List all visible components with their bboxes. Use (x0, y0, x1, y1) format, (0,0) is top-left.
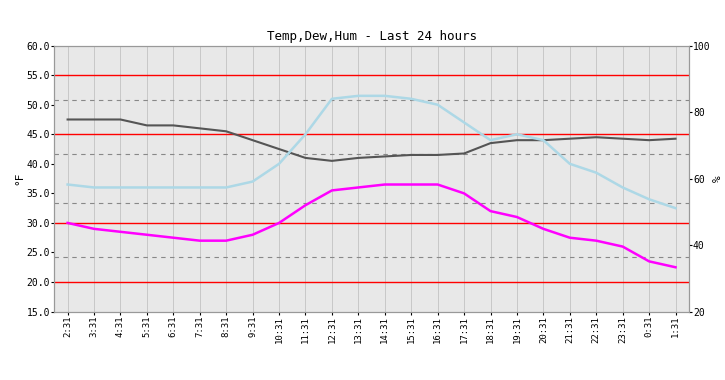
Title: Temp,Dew,Hum - Last 24 hours: Temp,Dew,Hum - Last 24 hours (267, 30, 476, 43)
Y-axis label: °F: °F (14, 172, 24, 185)
Y-axis label: %: % (713, 175, 724, 182)
